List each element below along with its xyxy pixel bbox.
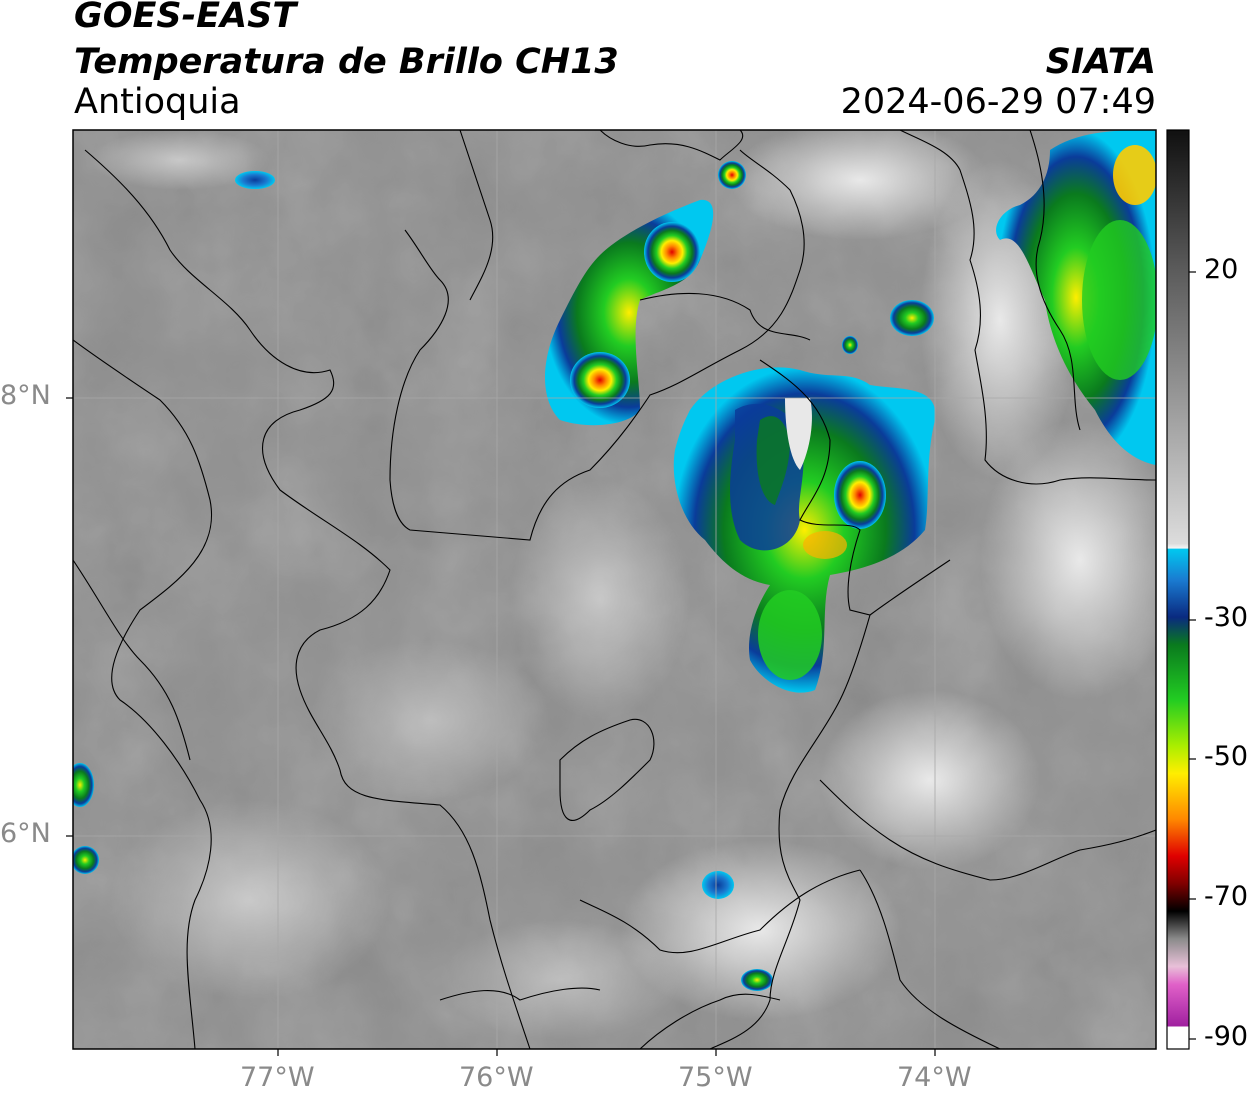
graticule bbox=[73, 130, 1156, 1049]
lat-label-8n: 8°N bbox=[0, 380, 51, 411]
lon-label-77w: 77°W bbox=[240, 1062, 315, 1093]
axis-ticks bbox=[66, 397, 936, 1056]
lon-label-75w: 75°W bbox=[678, 1062, 753, 1093]
lon-label-76w: 76°W bbox=[459, 1062, 534, 1093]
convective-cell-center bbox=[673, 300, 936, 693]
colorbar bbox=[1166, 129, 1196, 1050]
convective-cell-north bbox=[235, 161, 746, 426]
timestamp-label: 2024-06-29 07:49 bbox=[840, 82, 1156, 122]
colorbar-tick-label: -70 bbox=[1204, 881, 1249, 912]
colorbar-tick-label: -90 bbox=[1204, 1021, 1249, 1052]
political-boundaries bbox=[73, 130, 1156, 1049]
convective-cell-east bbox=[996, 130, 1156, 465]
map-frame bbox=[72, 129, 1157, 1050]
lat-label-6n: 6°N bbox=[0, 818, 51, 849]
colorbar-tick-label: 20 bbox=[1204, 254, 1239, 285]
map-title-satellite: GOES-EAST bbox=[74, 0, 297, 36]
map-subtitle-region: Antioquia bbox=[74, 82, 241, 122]
colorbar-tick-label: -30 bbox=[1204, 602, 1249, 633]
agency-label: SIATA bbox=[1045, 42, 1156, 82]
colorbar-tick-label: -50 bbox=[1204, 741, 1249, 772]
lon-label-74w: 74°W bbox=[897, 1062, 972, 1093]
convective-cell-south bbox=[73, 763, 773, 991]
map-title-product: Temperatura de Brillo CH13 bbox=[74, 42, 619, 82]
brightness-temperature-field bbox=[73, 130, 1156, 1049]
